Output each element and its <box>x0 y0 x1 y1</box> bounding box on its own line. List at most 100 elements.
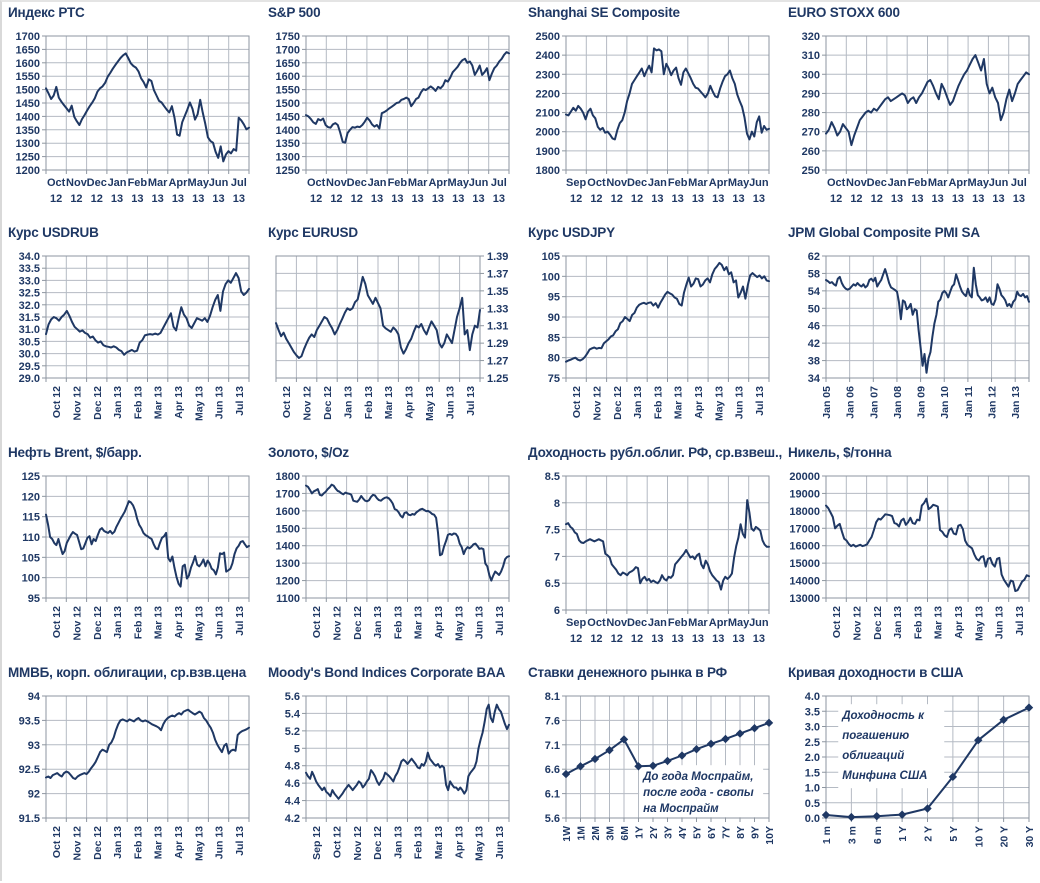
x-tick-label: 12 <box>570 193 582 205</box>
x-tick-label: May 13 <box>424 386 436 421</box>
x-tick-label: May 13 <box>973 606 985 641</box>
y-tick-label: 4.8 <box>285 761 300 773</box>
y-tick-label: 1450 <box>16 98 40 110</box>
y-tick-label: 58 <box>808 268 820 280</box>
x-tick-label: Oct 12 <box>831 606 843 638</box>
chart-plot: 8.587.576.56Sep12Oct12Nov12Dec12Jan13Feb… <box>545 471 770 645</box>
x-tick-label: 13 <box>651 633 663 645</box>
y-tick-label: 105 <box>22 552 40 564</box>
chart-15: Ставки денежного рынка в РФ 8.1 7.6 7.1 6.6 6… <box>522 662 782 882</box>
y-tick-label: 4.4 <box>285 796 301 808</box>
x-tick-label: Apr <box>428 177 448 189</box>
series-line <box>275 275 481 359</box>
y-tick-label: 5.4 <box>285 708 301 720</box>
x-tick-label: 12 <box>310 193 322 205</box>
chart-9: Нефть Brent, $/барр. 125 120 115 110 105 100 95… <box>2 442 262 662</box>
y-tick-label: 1650 <box>16 44 40 56</box>
x-tick-label: 12 <box>631 193 643 205</box>
y-tick-label: 93.5 <box>19 715 40 727</box>
x-tick-label: Feb 13 <box>912 606 924 639</box>
y-tick-label: 6.5 <box>545 578 560 590</box>
x-tick-label: 12 <box>50 193 62 205</box>
chart-title: ММВБ, корп. облигации, ср.взв.цена <box>8 665 247 680</box>
annotation-text: облигаций <box>842 750 904 762</box>
x-tick-label: Jan <box>368 177 387 189</box>
y-tick-label: 310 <box>802 50 820 62</box>
chart-14: Moody's Bond Indices Corporate BAA 5.6 5.4… <box>262 662 522 882</box>
y-tick-label: 7.1 <box>545 740 560 752</box>
x-tick-label: Jun <box>209 177 229 189</box>
x-tick-label: Apr <box>709 177 729 189</box>
x-tick-label: Mar 13 <box>153 386 165 419</box>
x-tick-label: Mar 13 <box>413 606 425 639</box>
x-tick-label: Apr 13 <box>433 606 445 639</box>
y-tick-label: 1750 <box>276 31 300 43</box>
y-tick-label: 250 <box>802 165 820 177</box>
x-tick-label: 13 <box>753 633 765 645</box>
x-tick-label: May 13 <box>453 606 465 641</box>
y-tick-label: 32.0 <box>19 300 40 312</box>
y-tick-label: 2000 <box>536 127 560 139</box>
y-tick-label: 125 <box>22 471 40 483</box>
x-tick-label: Dec 12 <box>92 606 104 640</box>
x-tick-label: Nov 12 <box>851 606 863 641</box>
x-tick-label: Mar 13 <box>153 606 165 639</box>
x-tick-label: 13 <box>472 193 484 205</box>
y-tick-label: 1500 <box>276 98 300 110</box>
y-tick-label: 1600 <box>276 506 300 518</box>
x-tick-label: 6 m <box>872 826 884 844</box>
y-tick-label: 0.0 <box>805 813 820 825</box>
x-tick-label: Dec 12 <box>92 826 104 860</box>
x-tick-label: Jan 13 <box>892 606 904 639</box>
x-tick-label: 13 <box>712 193 724 205</box>
x-tick-label: 13 <box>672 193 684 205</box>
x-tick-label: 2M <box>590 826 602 841</box>
x-tick-label: Jan 13 <box>112 606 124 639</box>
x-tick-label: May 13 <box>193 386 205 421</box>
x-tick-label: 3M <box>605 826 617 841</box>
chart-title: Курс EURUSD <box>268 225 358 240</box>
x-tick-label: 6Y <box>706 826 718 839</box>
y-tick-label: 17000 <box>789 523 820 535</box>
x-tick-label: Feb <box>128 177 148 189</box>
x-tick-label: Feb 13 <box>652 386 664 419</box>
x-tick-label: Feb <box>908 177 928 189</box>
chart-title: Доходность рубл.облиг. РФ, ср.взвеш., % <box>528 445 782 460</box>
x-tick-label: Dec 12 <box>322 386 334 420</box>
x-tick-label: Dec 12 <box>612 386 624 420</box>
x-tick-label: 1 m <box>821 826 833 844</box>
x-tick-label: May <box>188 177 210 189</box>
x-tick-label: 13 <box>371 193 383 205</box>
chart-title: Никель, $/тонна <box>788 445 892 460</box>
chart-plot: 8.1 7.6 7.1 6.6 6.1 5.61W 1M 2M 3M 6M 1Y 2Y 3Y 4Y 5Y 6Y… <box>545 691 776 845</box>
x-tick-label: Jan 13 <box>1010 386 1022 419</box>
y-tick-label: 1700 <box>16 31 40 43</box>
x-tick-label: Jun <box>989 177 1009 189</box>
y-tick-label: 1500 <box>276 523 300 535</box>
x-tick-label: Mar 13 <box>383 386 395 419</box>
x-tick-label: Feb 13 <box>132 386 144 419</box>
x-tick-label: Mar <box>928 177 948 189</box>
x-tick-label: 12 <box>590 633 602 645</box>
x-tick-label: Feb 13 <box>132 606 144 639</box>
x-tick-label: Apr 13 <box>173 386 185 419</box>
x-tick-label: 12 <box>631 633 643 645</box>
x-tick-label: May 13 <box>713 386 725 421</box>
y-tick-label: 1200 <box>276 576 300 588</box>
x-tick-label: Jun 13 <box>494 826 506 859</box>
x-tick-label: Dec 12 <box>92 386 104 420</box>
x-tick-label: Nov <box>326 177 348 189</box>
x-tick-label: Mar 13 <box>933 606 945 639</box>
x-tick-label: 13 <box>452 193 464 205</box>
chart-plot: 4.0 3.5 3.0 2.5 2.0 1.5 1.0 0.5 0.01 m 3 m 6 m 1 Y 2… <box>805 691 1036 847</box>
y-tick-label: 8.5 <box>545 471 560 483</box>
y-tick-label: 1700 <box>276 44 300 56</box>
y-tick-label: 1900 <box>536 146 560 158</box>
y-tick-label: 31.0 <box>19 324 40 336</box>
x-tick-label: Apr <box>168 177 188 189</box>
y-tick-label: 14000 <box>789 576 820 588</box>
y-tick-label: 29.0 <box>19 373 40 385</box>
x-tick-label: Nov <box>846 177 868 189</box>
y-tick-label: 290 <box>802 88 820 100</box>
